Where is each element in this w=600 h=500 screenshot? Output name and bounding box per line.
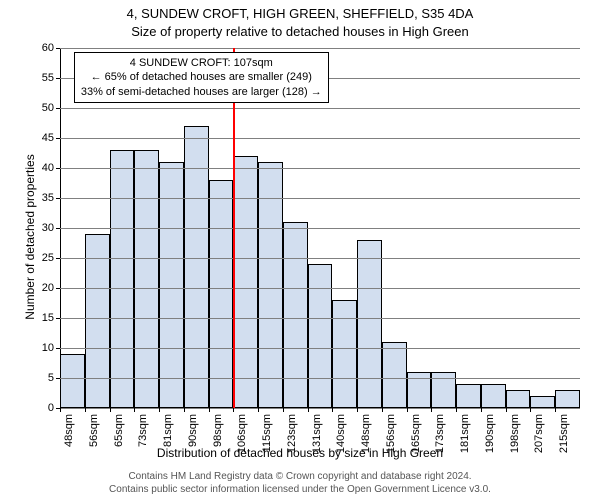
annotation-box: 4 SUNDEW CROFT: 107sqm ← 65% of detached…	[74, 52, 329, 103]
bar	[481, 384, 506, 408]
y-tick-mark	[56, 378, 60, 379]
bar	[506, 390, 531, 408]
y-tick-mark	[56, 318, 60, 319]
annotation-line1: 4 SUNDEW CROFT: 107sqm	[81, 56, 322, 70]
gridline	[60, 378, 580, 379]
x-tick-mark	[110, 408, 111, 412]
y-tick-mark	[56, 258, 60, 259]
bar	[209, 180, 234, 408]
y-tick-mark	[56, 48, 60, 49]
chart-title-line1: 4, SUNDEW CROFT, HIGH GREEN, SHEFFIELD, …	[0, 6, 600, 21]
y-tick-label: 55	[24, 72, 54, 84]
x-tick-mark	[481, 408, 482, 412]
y-tick-label: 40	[24, 162, 54, 174]
gridline	[60, 228, 580, 229]
bar	[456, 384, 481, 408]
x-tick-mark	[134, 408, 135, 412]
plot-inner: 051015202530354045505560 48sqm56sqm65sqm…	[60, 48, 580, 408]
x-tick-mark	[332, 408, 333, 412]
x-tick-mark	[431, 408, 432, 412]
gridline	[60, 408, 580, 409]
y-tick-label: 15	[24, 312, 54, 324]
x-tick-mark	[555, 408, 556, 412]
footer-line2: Contains public sector information licen…	[0, 484, 600, 497]
gridline	[60, 168, 580, 169]
y-tick-mark	[56, 168, 60, 169]
x-tick-mark	[456, 408, 457, 412]
footer-line1: Contains HM Land Registry data © Crown c…	[0, 471, 600, 484]
x-tick-mark	[258, 408, 259, 412]
gridline	[60, 318, 580, 319]
gridline	[60, 48, 580, 49]
footer: Contains HM Land Registry data © Crown c…	[0, 471, 600, 496]
bar	[530, 396, 555, 408]
bar	[332, 300, 357, 408]
chart-container: 4, SUNDEW CROFT, HIGH GREEN, SHEFFIELD, …	[0, 0, 600, 500]
bar	[85, 234, 110, 408]
y-tick-label: 5	[24, 372, 54, 384]
x-tick-mark	[506, 408, 507, 412]
bar	[357, 240, 382, 408]
annotation-line3: 33% of semi-detached houses are larger (…	[81, 85, 322, 99]
gridline	[60, 198, 580, 199]
x-tick-mark	[382, 408, 383, 412]
y-tick-mark	[56, 138, 60, 139]
y-tick-label: 20	[24, 282, 54, 294]
y-tick-mark	[56, 228, 60, 229]
gridline	[60, 348, 580, 349]
x-tick-mark	[159, 408, 160, 412]
bar	[233, 156, 258, 408]
y-tick-mark	[56, 108, 60, 109]
bar	[382, 342, 407, 408]
y-tick-mark	[56, 198, 60, 199]
x-tick-mark	[85, 408, 86, 412]
y-tick-mark	[56, 78, 60, 79]
gridline	[60, 288, 580, 289]
y-tick-label: 45	[24, 132, 54, 144]
bar	[308, 264, 333, 408]
y-tick-label: 0	[24, 402, 54, 414]
bar	[283, 222, 308, 408]
x-tick-mark	[184, 408, 185, 412]
chart-title-line2: Size of property relative to detached ho…	[0, 24, 600, 39]
x-tick-mark	[60, 408, 61, 412]
x-tick-mark	[209, 408, 210, 412]
plot-area: 051015202530354045505560 48sqm56sqm65sqm…	[60, 48, 580, 408]
y-tick-label: 50	[24, 102, 54, 114]
x-tick-mark	[308, 408, 309, 412]
bar	[555, 390, 580, 408]
x-tick-mark	[357, 408, 358, 412]
bar	[60, 354, 85, 408]
gridline	[60, 138, 580, 139]
y-tick-label: 35	[24, 192, 54, 204]
y-tick-mark	[56, 288, 60, 289]
x-tick-mark	[530, 408, 531, 412]
gridline	[60, 108, 580, 109]
y-tick-label: 30	[24, 222, 54, 234]
y-tick-label: 10	[24, 342, 54, 354]
x-tick-mark	[233, 408, 234, 412]
gridline	[60, 258, 580, 259]
x-axis-label: Distribution of detached houses by size …	[0, 446, 600, 460]
x-tick-mark	[407, 408, 408, 412]
x-tick-mark	[283, 408, 284, 412]
y-tick-mark	[56, 348, 60, 349]
y-tick-label: 25	[24, 252, 54, 264]
bar	[134, 150, 159, 408]
annotation-line2: ← 65% of detached houses are smaller (24…	[81, 70, 322, 84]
y-tick-label: 60	[24, 42, 54, 54]
bar	[110, 150, 135, 408]
